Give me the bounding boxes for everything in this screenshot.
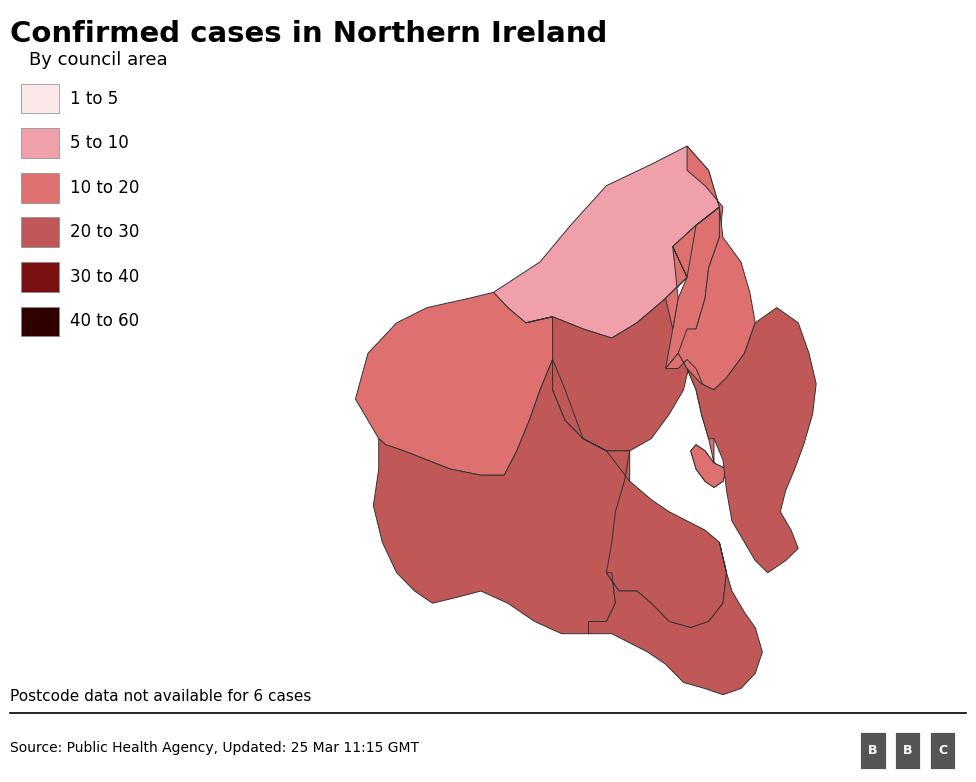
Polygon shape	[589, 542, 762, 694]
Text: Postcode data not available for 6 cases: Postcode data not available for 6 cases	[10, 689, 311, 704]
Text: 10 to 20: 10 to 20	[70, 178, 140, 197]
Text: B: B	[869, 744, 877, 757]
FancyBboxPatch shape	[894, 731, 921, 770]
Polygon shape	[494, 146, 719, 338]
Polygon shape	[552, 360, 726, 628]
Text: 1 to 5: 1 to 5	[70, 89, 118, 108]
FancyBboxPatch shape	[929, 731, 956, 770]
Polygon shape	[666, 353, 726, 487]
Polygon shape	[355, 292, 552, 475]
Polygon shape	[691, 445, 726, 487]
Text: 5 to 10: 5 to 10	[70, 134, 129, 152]
Polygon shape	[687, 307, 816, 572]
Polygon shape	[666, 207, 755, 390]
Text: 20 to 30: 20 to 30	[70, 223, 140, 242]
Text: 40 to 60: 40 to 60	[70, 312, 140, 331]
Text: C: C	[938, 744, 947, 757]
Text: By council area: By council area	[29, 51, 168, 69]
Polygon shape	[526, 246, 691, 451]
Text: 30 to 40: 30 to 40	[70, 267, 140, 286]
Polygon shape	[374, 360, 630, 633]
Text: B: B	[903, 744, 913, 757]
Text: Confirmed cases in Northern Ireland: Confirmed cases in Northern Ireland	[10, 20, 607, 48]
FancyBboxPatch shape	[859, 731, 886, 770]
Polygon shape	[666, 146, 723, 368]
Text: Source: Public Health Agency, Updated: 25 Mar 11:15 GMT: Source: Public Health Agency, Updated: 2…	[10, 741, 419, 755]
